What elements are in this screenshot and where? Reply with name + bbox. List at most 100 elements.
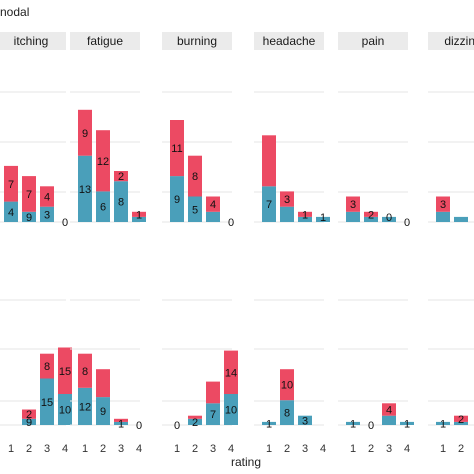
data-label: 7 — [8, 179, 14, 191]
bar-segment-top — [114, 418, 128, 422]
data-label: 3 — [440, 199, 446, 211]
x-tick-label: 1 — [440, 443, 446, 455]
bar-segment-top — [78, 109, 92, 156]
data-label: 1 — [320, 212, 326, 224]
corner-text: nodal — [0, 5, 29, 19]
x-tick-label: 2 — [458, 443, 464, 455]
bar-segment-bottom — [346, 421, 360, 425]
bar-segment-top — [454, 415, 468, 422]
bar-segment-top — [382, 403, 396, 416]
data-label: 2 — [118, 171, 124, 183]
x-tick-label: 4 — [404, 443, 410, 455]
data-label: 4 — [8, 207, 14, 219]
data-label: 2 — [368, 209, 374, 221]
data-label: 7 — [210, 409, 216, 421]
data-label: 8 — [284, 408, 290, 420]
data-label: 0 — [136, 420, 142, 432]
bar-segment-bottom — [364, 216, 378, 222]
x-tick-label: 1 — [174, 443, 180, 455]
data-label: 7 — [266, 199, 272, 211]
data-label: 1 — [350, 418, 356, 430]
data-label: 1 — [404, 418, 410, 430]
x-tick-label: 3 — [44, 443, 50, 455]
data-label: 10 — [281, 380, 293, 392]
data-label: 8 — [82, 366, 88, 378]
x-tick-label: 2 — [100, 443, 106, 455]
bar-segment-bottom — [132, 216, 146, 222]
x-tick-label: 1 — [266, 443, 272, 455]
data-label: 1 — [440, 418, 446, 430]
data-label: 12 — [79, 401, 91, 413]
bar-segment-top — [170, 120, 184, 177]
bar-segment-bottom — [454, 421, 468, 425]
data-label: 15 — [59, 366, 71, 378]
data-label: 0 — [228, 217, 234, 229]
bar-segment-bottom — [78, 387, 92, 425]
data-label: 13 — [79, 184, 91, 196]
data-label: 3 — [284, 194, 290, 206]
data-label: 0 — [62, 217, 68, 229]
bar-segment-bottom — [188, 196, 202, 222]
data-label: 0 — [386, 212, 392, 224]
bar-segment-top — [96, 130, 110, 192]
data-label: 9 — [100, 406, 106, 418]
bar-segment-top — [436, 196, 450, 212]
data-label: 0 — [174, 420, 180, 432]
bar-segment-bottom — [400, 421, 414, 425]
x-tick-label: 2 — [368, 443, 374, 455]
bar-segment-top — [280, 191, 294, 207]
bar-segment-bottom — [262, 186, 276, 222]
facet-strip — [70, 32, 140, 50]
facet-strip-label: itching — [14, 34, 49, 48]
facet-strip — [254, 32, 324, 50]
bar-segment-bottom — [78, 155, 92, 222]
bar-segment-top — [132, 211, 146, 217]
x-tick-label: 4 — [320, 443, 326, 455]
data-label: 9 — [174, 194, 180, 206]
data-label: 15 — [41, 397, 53, 409]
data-label: 6 — [100, 202, 106, 214]
data-label: 1 — [302, 209, 308, 221]
data-label: 1 — [118, 418, 124, 430]
data-label: 2 — [192, 417, 198, 429]
data-label: 2 — [458, 414, 464, 426]
facet-strip-label: pain — [362, 34, 385, 48]
x-tick-label: 4 — [62, 443, 68, 455]
bar-segment-top — [206, 196, 220, 212]
data-label: 3 — [44, 209, 50, 221]
bar-segment-top — [4, 165, 18, 202]
bar-segment-top — [40, 353, 54, 379]
bar-segment-top — [58, 347, 72, 394]
data-label: 11 — [171, 143, 182, 155]
bar-segment-top — [96, 369, 110, 398]
data-label: 10 — [59, 405, 71, 417]
top-row-panel-3: 7 31 1 — [254, 91, 330, 224]
bar-segment-top — [298, 211, 312, 217]
data-label: 9 — [82, 128, 88, 140]
data-label: 2 — [26, 409, 32, 421]
bar-segment-top — [188, 415, 202, 419]
data-label: 7 — [26, 189, 32, 201]
facet-strip — [428, 32, 474, 50]
data-label: 1 — [136, 209, 142, 221]
facet-strip — [338, 32, 408, 50]
bar-segment-bottom — [262, 421, 276, 425]
facet-strip-label: headache — [263, 34, 316, 48]
x-tick-label: 1 — [8, 443, 14, 455]
bar-segment-bottom — [280, 206, 294, 222]
data-label: 4 — [210, 199, 216, 211]
bar-segment-bottom — [346, 211, 360, 222]
bar-segment-bottom — [22, 211, 36, 222]
bar-segment-bottom — [114, 421, 128, 425]
bar-segment-bottom — [170, 176, 184, 222]
x-tick-label: 4 — [228, 443, 234, 455]
top-row-panel-4: 32 0 0 — [338, 91, 410, 229]
bar-segment-bottom — [22, 418, 36, 425]
data-label: 4 — [386, 405, 392, 417]
bar-segment-bottom — [206, 211, 220, 222]
bottom-row-panel-5: 112234 — [428, 299, 474, 455]
